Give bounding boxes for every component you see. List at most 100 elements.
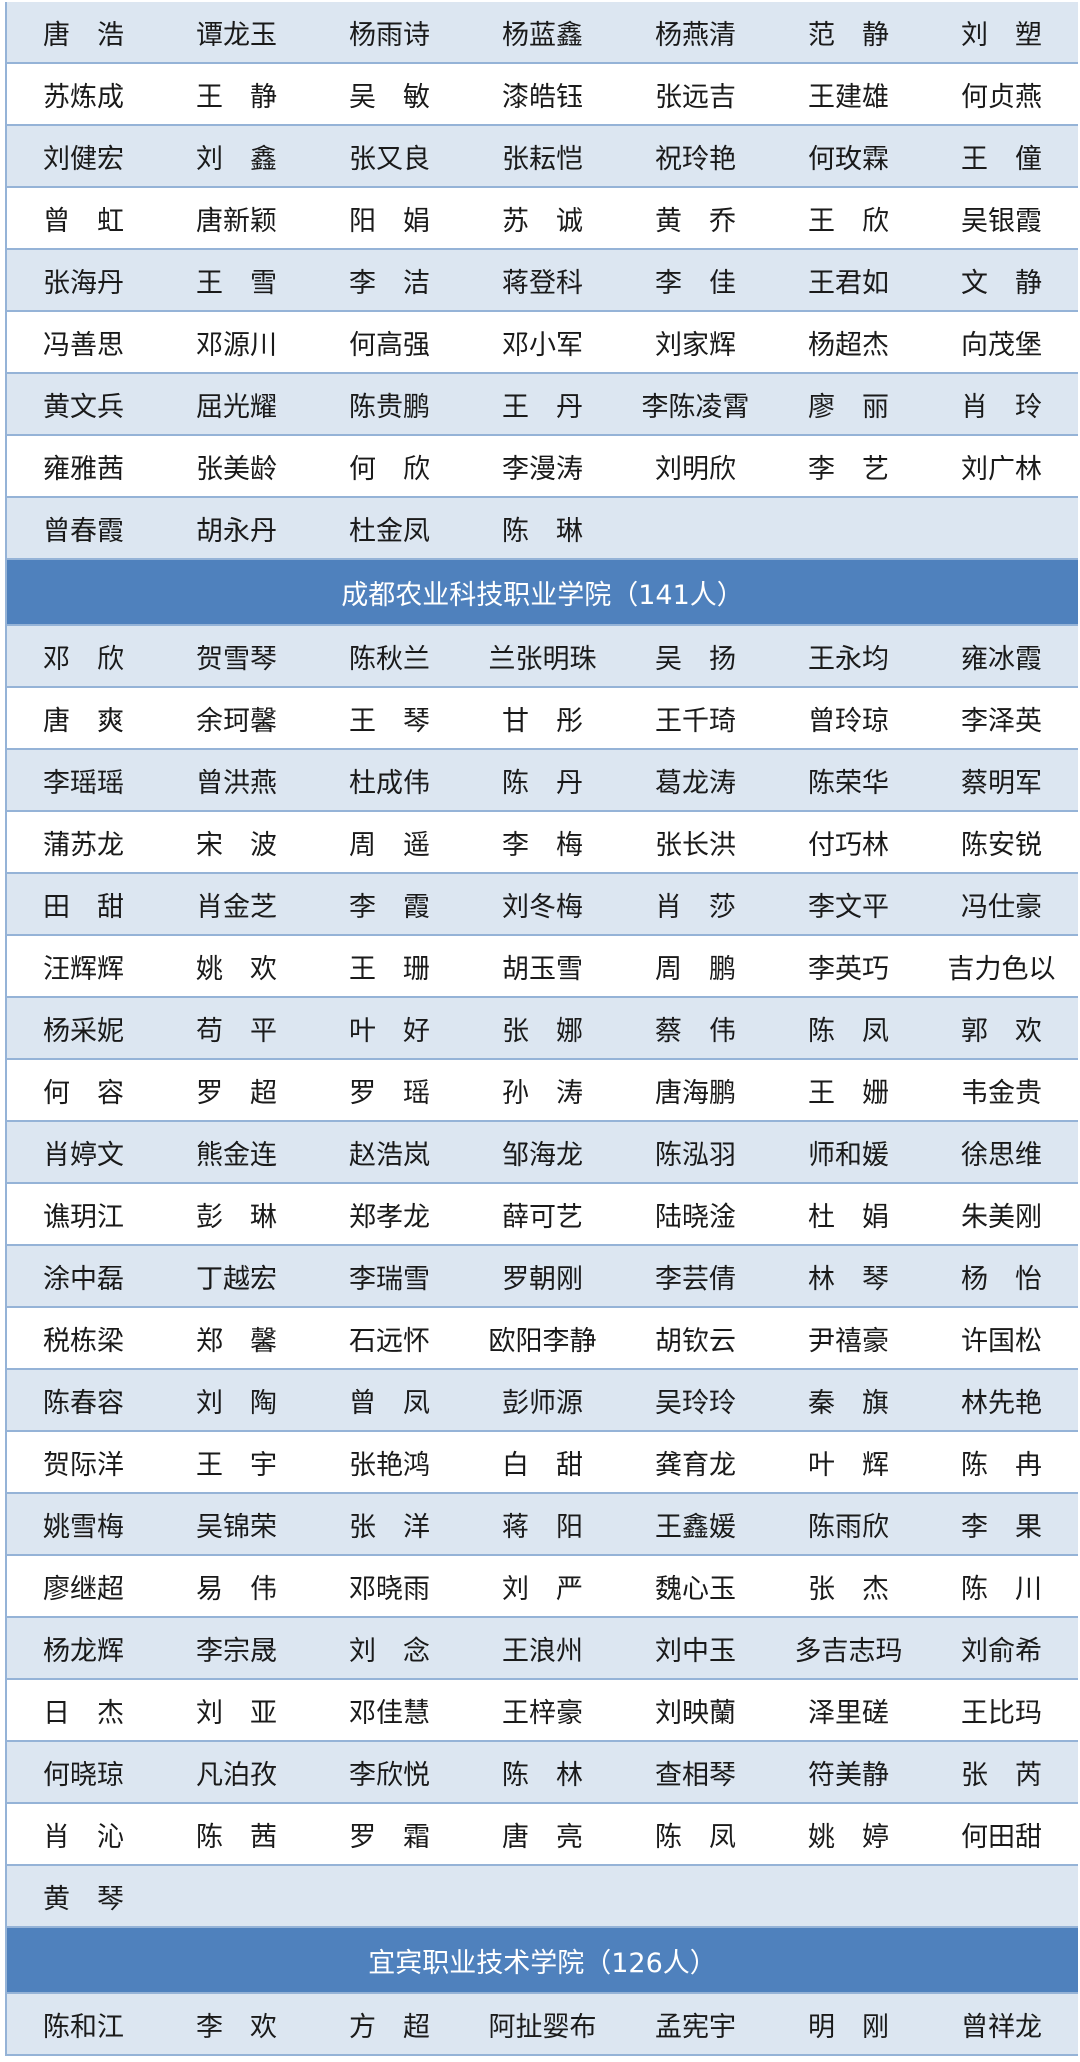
name-cell: 刘健宏 xyxy=(43,143,124,175)
name-cell: 徐思维 xyxy=(961,1139,1042,1171)
name-cell: 肖 玲 xyxy=(961,391,1042,423)
name-cell: 师和媛 xyxy=(808,1139,889,1171)
name-cell: 刘 塑 xyxy=(961,19,1042,51)
name-cell: 杨采妮 xyxy=(43,1015,124,1047)
table-row: 肖婷文 熊金连 赵浩岚 邹海龙 陈泓羽 师和媛 徐思维 xyxy=(7,1122,1078,1184)
name-cell: 宋 波 xyxy=(196,829,277,861)
table-row: 谯玥江 彭 琳 郑孝龙 薛可艺 陆晓淦 杜 娟 朱美刚 xyxy=(7,1184,1078,1246)
name-cell: 吴 敏 xyxy=(349,81,430,113)
name-cell: 冯善思 xyxy=(43,329,124,361)
name-cell: 肖 莎 xyxy=(655,891,736,923)
name-cell: 向茂堡 xyxy=(961,329,1042,361)
name-cell: 李 艺 xyxy=(808,453,889,485)
name-cell: 刘映蘭 xyxy=(655,1697,736,1729)
name-cell: 王千琦 xyxy=(655,705,736,737)
name-cell: 周 遥 xyxy=(349,829,430,861)
table-row: 李瑶瑶 曾洪燕 杜成伟 陈 丹 葛龙涛 陈荣华 蔡明军 xyxy=(7,750,1078,812)
name-cell: 唐 浩 xyxy=(43,19,124,51)
table-row: 唐 爽 余珂馨 王 琴 甘 彤 王千琦 曾玲琼 李泽英 xyxy=(7,688,1078,750)
name-cell: 冯仕豪 xyxy=(961,891,1042,923)
name-cell: 杨燕清 xyxy=(655,19,736,51)
name-cell: 张长洪 xyxy=(655,829,736,861)
name-cell: 欧阳李静 xyxy=(488,1325,597,1357)
name-cell: 刘广林 xyxy=(961,453,1042,485)
name-cell: 刘 严 xyxy=(502,1573,583,1605)
name-cell: 涂中磊 xyxy=(43,1263,124,1295)
name-list-table: 唐 浩谭龙玉 杨雨诗 杨蓝鑫 杨燕清范 静刘 塑苏炼成王 静吴 敏漆皓钰 张远吉 王建雄何… xyxy=(5,2,1078,2056)
name-cell: 邓小军 xyxy=(502,329,583,361)
name-cell: 何 欣 xyxy=(349,453,430,485)
name-cell: 查相琴 xyxy=(655,1759,736,1791)
name-cell: 陈 川 xyxy=(961,1573,1042,1605)
name-cell: 王 僮 xyxy=(961,143,1042,175)
table-row: 邓 欣 贺雪琴 陈秋兰 兰张明珠 吴 扬 王永均 雍冰霞 xyxy=(7,626,1078,688)
name-cell: 黄文兵 xyxy=(43,391,124,423)
name-cell: 陈春容 xyxy=(43,1387,124,1419)
name-cell: 叶 好 xyxy=(349,1015,430,1047)
name-cell: 泽里磋 xyxy=(808,1697,889,1729)
name-cell: 田 甜 xyxy=(43,891,124,923)
name-cell: 李瑶瑶 xyxy=(43,767,124,799)
name-cell: 何贞燕 xyxy=(961,81,1042,113)
name-cell: 蒲苏龙 xyxy=(43,829,124,861)
name-cell: 李欣悦 xyxy=(349,1759,430,1791)
name-cell: 陈贵鹏 xyxy=(349,391,430,423)
name-cell: 邓 欣 xyxy=(43,643,124,675)
table-row: 杨采妮 苟 平 叶 好 张 娜 蔡 伟 陈 凤 郭 欢 xyxy=(7,998,1078,1060)
name-cell: 何田甜 xyxy=(961,1821,1042,1853)
name-cell: 韦金贵 xyxy=(961,1077,1042,1109)
name-cell: 王 宇 xyxy=(196,1449,277,1481)
name-cell: 李 佳 xyxy=(655,267,736,299)
name-cell: 孙 涛 xyxy=(502,1077,583,1109)
name-cell: 秦 旗 xyxy=(808,1387,889,1419)
name-cell: 陈安锐 xyxy=(961,829,1042,861)
name-cell: 王浪州 xyxy=(502,1635,583,1667)
name-cell: 王比玛 xyxy=(961,1697,1042,1729)
name-cell: 李 霞 xyxy=(349,891,430,923)
name-cell: 白 甜 xyxy=(502,1449,583,1481)
name-cell: 刘 亚 xyxy=(196,1697,277,1729)
name-cell: 肖金芝 xyxy=(196,891,277,923)
name-cell: 李瑞雪 xyxy=(349,1263,430,1295)
table-row: 张海丹 王 雪 李 洁 蒋登科 李 佳 王君如 文 静 xyxy=(7,250,1078,312)
name-cell: 邹海龙 xyxy=(502,1139,583,1171)
name-cell: 何高强 xyxy=(349,329,430,361)
name-cell: 王君如 xyxy=(808,267,889,299)
name-cell: 张美龄 xyxy=(196,453,277,485)
name-cell: 孟宪宇 xyxy=(655,2011,736,2043)
name-cell: 邓晓雨 xyxy=(349,1573,430,1605)
name-cell: 吴 扬 xyxy=(655,643,736,675)
table-row: 涂中磊 丁越宏 李瑞雪 罗朝刚 李芸倩 林 琴 杨 怡 xyxy=(7,1246,1078,1308)
name-cell: 杜成伟 xyxy=(349,767,430,799)
name-cell: 胡钦云 xyxy=(655,1325,736,1357)
table-row: 汪辉辉 姚 欢 王 珊 胡玉雪 周 鹏 李英巧 吉力色以 xyxy=(7,936,1078,998)
name-cell: 胡玉雪 xyxy=(502,953,583,985)
name-cell: 陈 琳 xyxy=(502,515,583,547)
name-cell: 明 刚 xyxy=(808,2011,889,2043)
name-cell: 杨龙辉 xyxy=(43,1635,124,1667)
name-cell: 甘 彤 xyxy=(502,705,583,737)
name-cell: 贺际洋 xyxy=(43,1449,124,1481)
name-cell: 屈光耀 xyxy=(196,391,277,423)
name-cell: 蒋 阳 xyxy=(502,1511,583,1543)
name-cell: 雍冰霞 xyxy=(961,643,1042,675)
name-cell: 兰张明珠 xyxy=(488,643,597,675)
name-cell: 罗 瑶 xyxy=(349,1077,430,1109)
name-cell: 邓佳慧 xyxy=(349,1697,430,1729)
name-cell: 黄 琴 xyxy=(43,1883,124,1915)
name-cell: 陈 林 xyxy=(502,1759,583,1791)
name-cell: 苟 平 xyxy=(196,1015,277,1047)
table-row: 何晓琼 凡泊孜 李欣悦 陈 林 查相琴 符美静 张 芮 xyxy=(7,1742,1078,1804)
name-cell: 曾 虹 xyxy=(43,205,124,237)
name-cell: 陆晓淦 xyxy=(655,1201,736,1233)
name-cell: 林 琴 xyxy=(808,1263,889,1295)
name-cell: 姚 欢 xyxy=(196,953,277,985)
name-cell: 李 欢 xyxy=(196,2011,277,2043)
name-cell: 张又良 xyxy=(349,143,430,175)
name-cell: 刘明欣 xyxy=(655,453,736,485)
name-cell: 曾春霞 xyxy=(43,515,124,547)
name-cell: 刘 陶 xyxy=(196,1387,277,1419)
name-cell: 日 杰 xyxy=(43,1697,124,1729)
name-cell: 李漫涛 xyxy=(502,453,583,485)
name-cell: 王永均 xyxy=(808,643,889,675)
